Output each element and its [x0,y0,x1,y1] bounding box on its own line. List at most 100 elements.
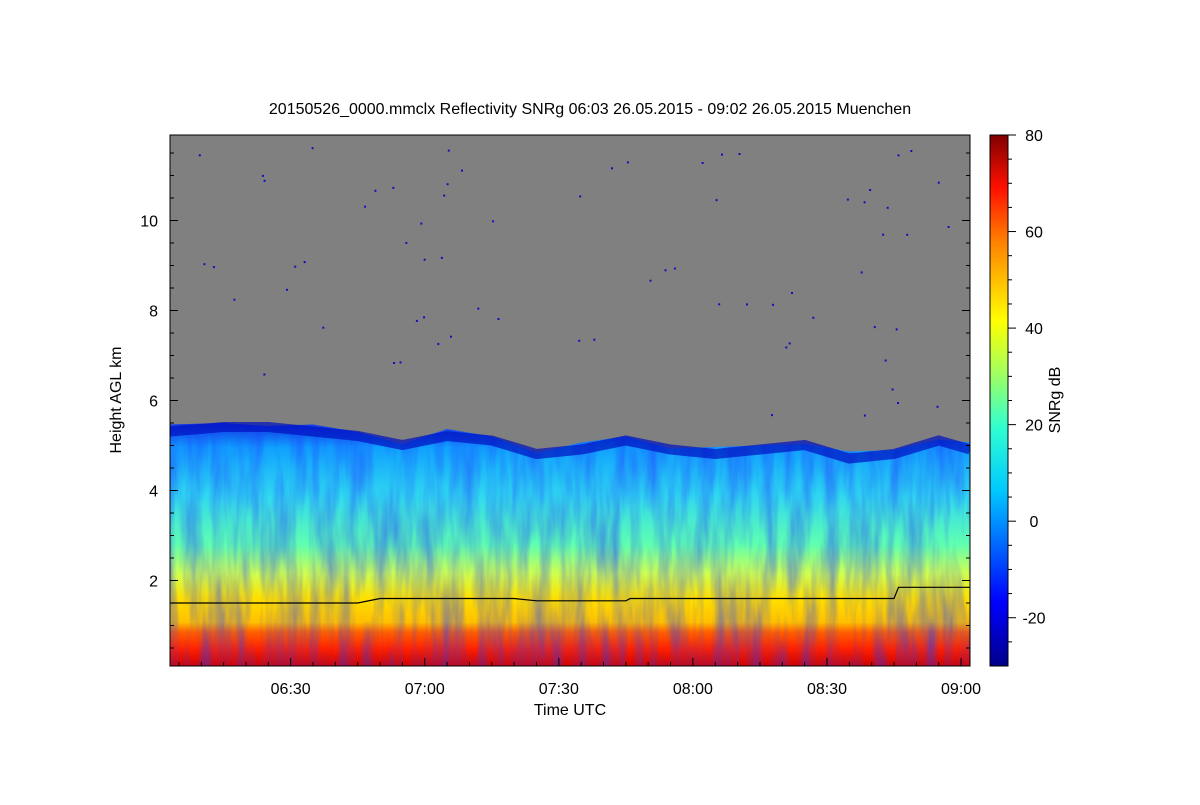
noise-speckle [311,147,314,150]
noise-speckle [910,150,913,152]
noise-speckle [364,205,367,208]
noise-speckle [937,181,940,184]
noise-speckle [738,153,741,155]
noise-speckle [649,279,652,282]
noise-speckle [936,405,939,408]
y-tick-label: 10 [140,214,158,231]
noise-speckle [203,263,206,266]
noise-speckle [446,183,449,186]
noise-speckle [947,226,950,228]
noise-speckle [443,194,446,197]
noise-speckle [461,169,463,172]
noise-speckle [906,233,909,236]
noise-speckles [198,147,950,417]
noise-speckle [263,373,266,376]
noise-speckle [626,161,629,164]
x-tick-label: 08:30 [807,681,847,698]
y-tick-label: 2 [149,574,158,591]
noise-speckle [578,339,581,342]
noise-speckle [405,241,408,244]
noise-speckle [492,220,495,223]
noise-speckle [579,195,582,198]
noise-speckle [897,154,900,157]
noise-speckle [415,319,418,322]
x-tick-label: 07:00 [405,681,445,698]
colorbar [989,134,1009,667]
x-tick-label: 09:00 [941,681,981,698]
noise-speckle [261,174,264,177]
noise-speckle [897,402,899,404]
noise-speckle [477,307,480,310]
noise-speckle [812,316,815,319]
noise-speckle [212,266,215,269]
colorbar-axis: -20 0 20 40 60 80 [1008,128,1046,643]
colorbar-label: SNRg dB [1047,367,1064,434]
noise-speckle [611,167,613,170]
noise-speckle [374,189,377,192]
noise-speckle [673,267,676,270]
noise-speckle [746,303,748,306]
chart-title: 20150526_0000.mmclx Reflectivity SNRg 06… [269,101,911,118]
echo-streaks [170,423,970,666]
noise-speckle [393,362,396,364]
y-tick-label: 6 [149,394,158,411]
noise-speckle [392,186,395,189]
y-axis-label: Height AGL km [108,346,125,453]
noise-speckle [884,359,887,362]
echo-top-edge [170,422,970,464]
x-axis-label: Time UTC [534,702,606,719]
noise-speckle [263,179,266,182]
noise-speckle [233,298,236,301]
colorbar-tick-label: 80 [1025,128,1043,145]
y-tick-label: 8 [149,304,158,321]
noise-speckle [895,328,898,331]
noise-speckle [718,303,721,306]
colorbar-tick-label: 40 [1025,321,1043,338]
noise-speckle [891,388,894,391]
x-tick-label: 08:00 [673,681,713,698]
colorbar-tick-label: 0 [1030,514,1039,531]
noise-speckle [791,292,793,294]
x-tick-label: 07:30 [539,681,579,698]
noise-speckle [450,335,452,338]
noise-speckle [447,149,450,152]
noise-speckle [423,258,426,261]
noise-speckle [593,338,596,341]
colorbar-tick-label: -20 [1022,611,1045,628]
x-axis: 06:30 07:00 07:30 08:00 08:30 09:00 [178,658,981,698]
y-axis: 2 4 6 8 10 [140,152,970,649]
noise-speckle [497,318,500,320]
noise-speckle [860,271,863,274]
noise-speckle [437,343,440,345]
noise-speckle [863,201,866,204]
noise-speckle [721,153,723,156]
noise-speckle [863,414,866,417]
noise-speckle [846,198,849,201]
boundary-layer-line [170,586,970,604]
noise-speckle [423,316,425,319]
colorbar-tick-label: 60 [1025,225,1043,242]
noise-speckle [715,199,718,202]
noise-speckle [440,256,443,259]
noise-speckle [785,346,788,349]
noise-speckle [886,206,889,209]
noise-speckle [285,288,288,291]
noise-speckle [303,261,306,264]
y-tick-label: 4 [149,484,158,501]
noise-speckle [869,189,872,191]
noise-speckle [788,342,791,345]
noise-speckle [322,326,325,329]
colorbar-tick-label: 20 [1025,418,1043,435]
noise-speckle [664,269,667,272]
plot-area [170,135,970,666]
noise-speckle [701,162,704,164]
noise-speckle [420,222,423,225]
noise-speckle [399,361,402,364]
noise-speckle [882,233,885,236]
noise-speckle [198,154,201,157]
noise-speckle [294,265,297,268]
noise-speckle [873,326,876,329]
noise-speckle [772,303,774,306]
